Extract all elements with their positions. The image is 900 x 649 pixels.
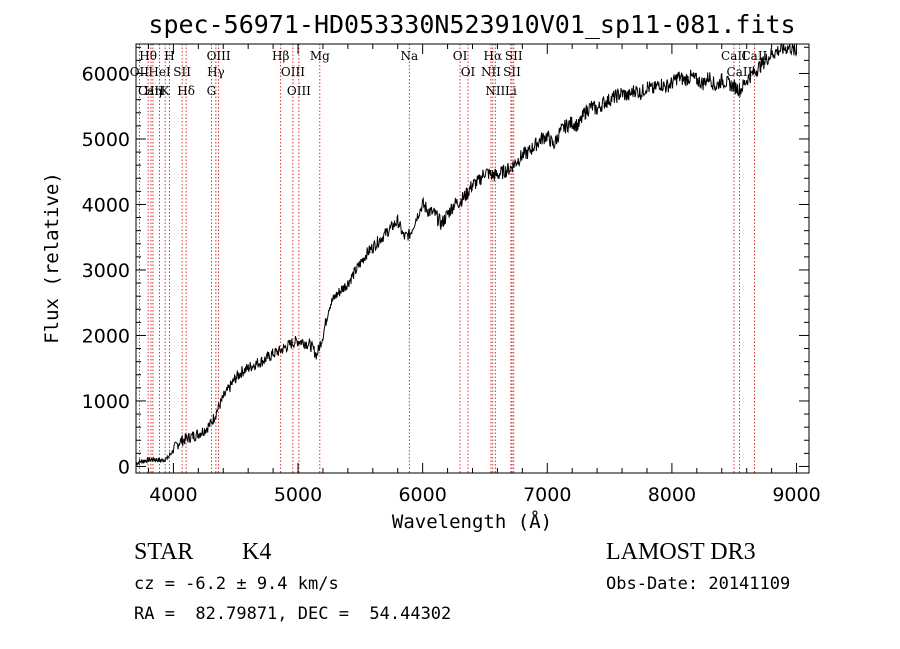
line-label: NII [481, 65, 501, 79]
line-label: OIII [207, 49, 231, 63]
object-subclass: K4 [242, 539, 272, 565]
chart-title: spec-56971-HD053330N523910V01_sp11-081.f… [148, 10, 795, 39]
line-label: OII [130, 65, 150, 79]
line-label: SII [505, 49, 523, 63]
observation-date: Obs-Date: 20141109 [606, 574, 791, 594]
line-label: OI [453, 49, 468, 63]
line-label: Na [400, 49, 418, 63]
y-tick-label: 2000 [82, 325, 130, 347]
line-label: H [164, 49, 174, 63]
line-label: SII [173, 65, 191, 79]
line-label: OIII [281, 65, 305, 79]
line-label: Hα [484, 49, 503, 63]
line-label: NII [485, 84, 505, 98]
y-axis-ticks: 0 1000 2000 3000 4000 5000 6000 [82, 46, 809, 478]
line-label: G [207, 84, 217, 98]
survey-name: LAMOST DR3 [606, 539, 756, 565]
line-label: K [161, 84, 171, 98]
object-class: STAR [134, 539, 194, 565]
spectrum-line [135, 42, 797, 467]
line-label: CaII [727, 65, 753, 79]
line-label: Hθ [139, 49, 157, 63]
line-label: CaII [721, 49, 747, 63]
line-label: Hη [144, 84, 162, 98]
x-tick-label: 4000 [149, 484, 197, 506]
line-label: Hδ [177, 84, 195, 98]
y-tick-label: 4000 [82, 194, 130, 216]
y-tick-label: 1000 [82, 391, 130, 413]
plot-area [135, 42, 797, 467]
line-label: Li [505, 84, 517, 98]
redshift-velocity: cz = -6.2 ± 9.4 km/s [134, 574, 339, 594]
line-label: Mg [310, 49, 330, 63]
line-label: SII [503, 65, 521, 79]
x-tick-label: 5000 [274, 484, 322, 506]
line-label: Hγ [207, 65, 225, 79]
line-label: CaII [138, 84, 164, 98]
x-axis-label: Wavelength (Å) [392, 510, 552, 533]
line-label: OIII [287, 84, 311, 98]
coordinates: RA = 82.79871, DEC = 54.44302 [134, 604, 452, 624]
y-tick-label: 6000 [82, 63, 130, 85]
emission-line-markers: Hθ OII CaII HeI HηK H SII Hδ OIII Hγ G Hβ OIII OIII Mg… [130, 44, 768, 473]
y-tick-label: 5000 [82, 129, 130, 151]
x-axis-ticks: 4000 5000 6000 7000 8000 9000 [147, 44, 821, 506]
y-tick-label: 3000 [82, 260, 130, 282]
line-label: Hβ [272, 49, 289, 63]
plot-frame [135, 43, 810, 474]
x-tick-label: 9000 [772, 484, 820, 506]
y-tick-label: 0 [118, 456, 130, 478]
line-label: HeI [148, 65, 171, 79]
line-label: OI [461, 65, 476, 79]
x-tick-label: 6000 [398, 484, 446, 506]
x-tick-label: 8000 [648, 484, 696, 506]
x-tick-label: 7000 [523, 484, 571, 506]
y-axis-label: Flux (relative) [41, 172, 63, 344]
